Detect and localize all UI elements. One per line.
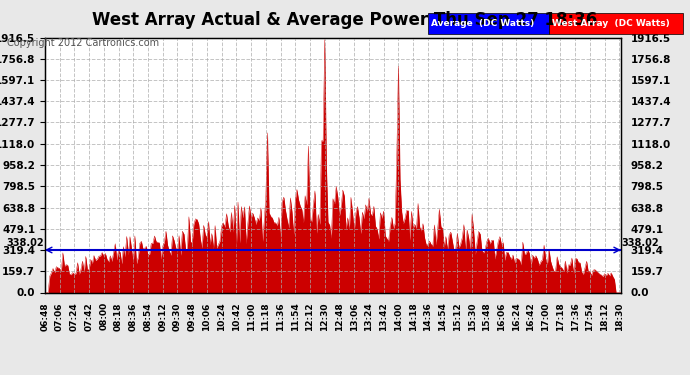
Text: 338.02: 338.02 bbox=[621, 237, 659, 248]
Text: 338.02: 338.02 bbox=[6, 237, 44, 248]
Text: West Array  (DC Watts): West Array (DC Watts) bbox=[552, 19, 670, 28]
Text: Copyright 2012 Cartronics.com: Copyright 2012 Cartronics.com bbox=[7, 38, 159, 48]
Text: Average  (DC Watts): Average (DC Watts) bbox=[431, 19, 535, 28]
Text: West Array Actual & Average Power Thu Sep 27 18:36: West Array Actual & Average Power Thu Se… bbox=[92, 11, 598, 29]
